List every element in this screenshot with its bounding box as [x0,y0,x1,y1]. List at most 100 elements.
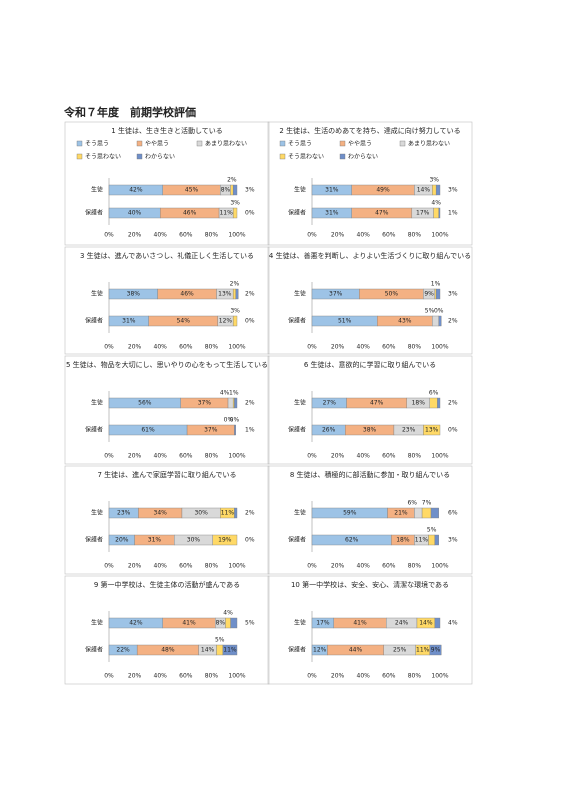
data-label: 50% [385,291,399,298]
x-tick-label: 100% [431,673,448,680]
legend-swatch [279,153,286,160]
data-label: 38% [363,427,377,434]
x-tick-label: 20% [331,563,345,570]
chart-title: 5 生徒は、物品を大切にし、思いやりの心をもって生活している [66,360,268,369]
legend-label: わからない [348,154,378,161]
data-label: 25% [393,647,407,654]
data-label: 47% [375,210,389,217]
bar-segment [428,534,436,546]
legend-swatch [76,153,83,160]
data-label: 18% [412,400,426,407]
x-tick-label: 100% [431,232,448,239]
data-label: 48% [161,647,175,654]
x-tick-label: 0% [307,232,317,239]
legend-swatch [76,140,83,147]
x-tick-label: 100% [431,344,448,351]
x-tick-label: 100% [431,453,448,460]
bar-segment [232,184,238,196]
x-tick-label: 40% [357,563,371,570]
category-label: 保護者 [85,426,103,434]
data-label: 37% [198,400,212,407]
x-tick-label: 0% [307,673,317,680]
category-label: 生徒 [294,399,306,407]
x-tick-label: 40% [154,232,168,239]
chart-frame [267,575,473,685]
bar-segment [234,424,236,436]
bar-segment [432,184,437,196]
category-label: 保護者 [85,317,103,325]
x-tick-label: 80% [205,232,219,239]
legend-label: そう思わない [288,154,324,161]
data-label: 1% [229,390,239,397]
page-title: 令和７年度 前期学校評価 [63,105,196,119]
data-label: 6% [448,510,458,517]
data-label: 2% [448,400,458,407]
category-label: 保護者 [288,209,306,217]
x-tick-label: 80% [408,563,422,570]
category-label: 生徒 [294,619,306,627]
data-label: 46% [180,291,194,298]
bar-segment [234,397,238,409]
data-label: 23% [117,510,131,517]
bar-segment [434,617,441,629]
bar-segment [429,397,438,409]
legend-label: あまり思わない [408,141,450,148]
data-label: 3% [245,187,255,194]
category-label: 保護者 [288,536,306,544]
x-tick-label: 40% [154,673,168,680]
x-tick-label: 80% [205,453,219,460]
data-label: 0% [434,308,444,315]
legend-swatch [399,140,406,147]
category-label: 生徒 [91,619,103,627]
x-tick-label: 40% [357,232,371,239]
category-label: 保護者 [288,646,306,654]
x-tick-label: 60% [179,232,193,239]
data-label: 34% [154,510,168,517]
legend-swatch [339,153,346,160]
data-label: 18% [396,537,410,544]
data-label: 24% [395,620,409,627]
x-tick-label: 0% [104,232,114,239]
data-label: 44% [349,647,363,654]
x-tick-label: 20% [128,563,142,570]
data-label: 31% [122,318,136,325]
data-label: 2% [227,177,237,184]
data-label: 0% [245,210,255,217]
data-label: 49% [376,187,390,194]
x-tick-label: 20% [128,453,142,460]
x-tick-label: 0% [104,344,114,351]
data-label: 5% [245,620,255,627]
chart-frame [64,575,270,685]
data-label: 8% [221,187,231,194]
data-label: 19% [218,537,232,544]
legend-label: そう思う [288,141,312,148]
data-label: 46% [183,210,197,217]
bar-segment [414,507,423,519]
data-label: 8% [216,620,226,627]
chart-frame [64,246,270,355]
data-label: 2% [448,318,458,325]
x-tick-label: 60% [382,453,396,460]
bar-segment [222,644,238,656]
chart-frame [267,355,473,465]
x-tick-label: 80% [408,344,422,351]
data-label: 12% [313,647,327,654]
bar-segment [227,397,234,409]
x-tick-label: 20% [128,232,142,239]
legend-label: やや思う [145,140,169,148]
x-tick-label: 40% [357,344,371,351]
data-label: 0% [224,417,234,424]
chart-title: 7 生徒は、進んで家庭学習に取り組んでいる [98,470,237,479]
data-label: 13% [425,427,439,434]
data-label: 14% [201,647,215,654]
x-tick-label: 0% [307,563,317,570]
data-label: 2% [245,291,255,298]
x-tick-label: 100% [228,563,245,570]
x-tick-label: 0% [307,453,317,460]
data-label: 3% [429,177,439,184]
x-tick-label: 80% [205,344,219,351]
category-label: 保護者 [85,646,103,654]
data-label: 3% [448,537,458,544]
x-tick-label: 20% [331,232,345,239]
